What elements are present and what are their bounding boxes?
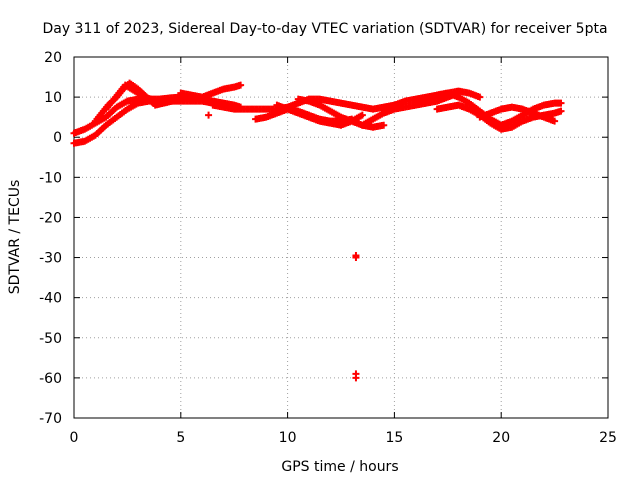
y-tick-label: -70	[39, 411, 62, 427]
y-tick-label: -60	[39, 371, 62, 387]
axis-ticks	[73, 56, 609, 419]
data-point	[551, 117, 559, 125]
data-point	[237, 81, 245, 89]
chart-title: Day 311 of 2023, Sidereal Day-to-day VTE…	[42, 21, 607, 37]
data-point	[177, 95, 185, 103]
outlier-point	[352, 254, 360, 262]
x-tick-labels: 0 5 10 15 20 25	[70, 430, 617, 446]
y-tick-label: 10	[44, 90, 62, 106]
data-point	[380, 121, 388, 129]
data-points	[70, 79, 565, 382]
x-tick-label: 20	[492, 430, 510, 446]
y-tick-label: 20	[44, 50, 62, 66]
data-point	[557, 107, 565, 115]
y-tick-label: -10	[39, 170, 62, 186]
y-tick-label: 0	[53, 130, 62, 146]
y-tick-label: -30	[39, 251, 62, 267]
y-axis-label: SDTVAR / TECUs	[7, 180, 23, 295]
data-point	[476, 93, 484, 101]
x-tick-label: 0	[70, 430, 79, 446]
data-point	[358, 111, 366, 119]
data-point	[557, 99, 565, 107]
x-tick-label: 15	[385, 430, 403, 446]
y-tick-label: -40	[39, 291, 62, 307]
y-tick-labels: -70 -60 -50 -40 -30 -20 -10 0 10 20	[39, 50, 62, 427]
y-tick-label: -20	[39, 210, 62, 226]
outlier-point	[205, 111, 213, 119]
x-tick-label: 10	[279, 430, 297, 446]
x-axis-label: GPS time / hours	[281, 459, 398, 475]
outlier-point	[352, 374, 360, 382]
y-tick-label: -50	[39, 331, 62, 347]
x-tick-label: 5	[176, 430, 185, 446]
plot-frame	[73, 56, 609, 419]
data-point	[160, 97, 168, 105]
x-tick-label: 25	[599, 430, 617, 446]
